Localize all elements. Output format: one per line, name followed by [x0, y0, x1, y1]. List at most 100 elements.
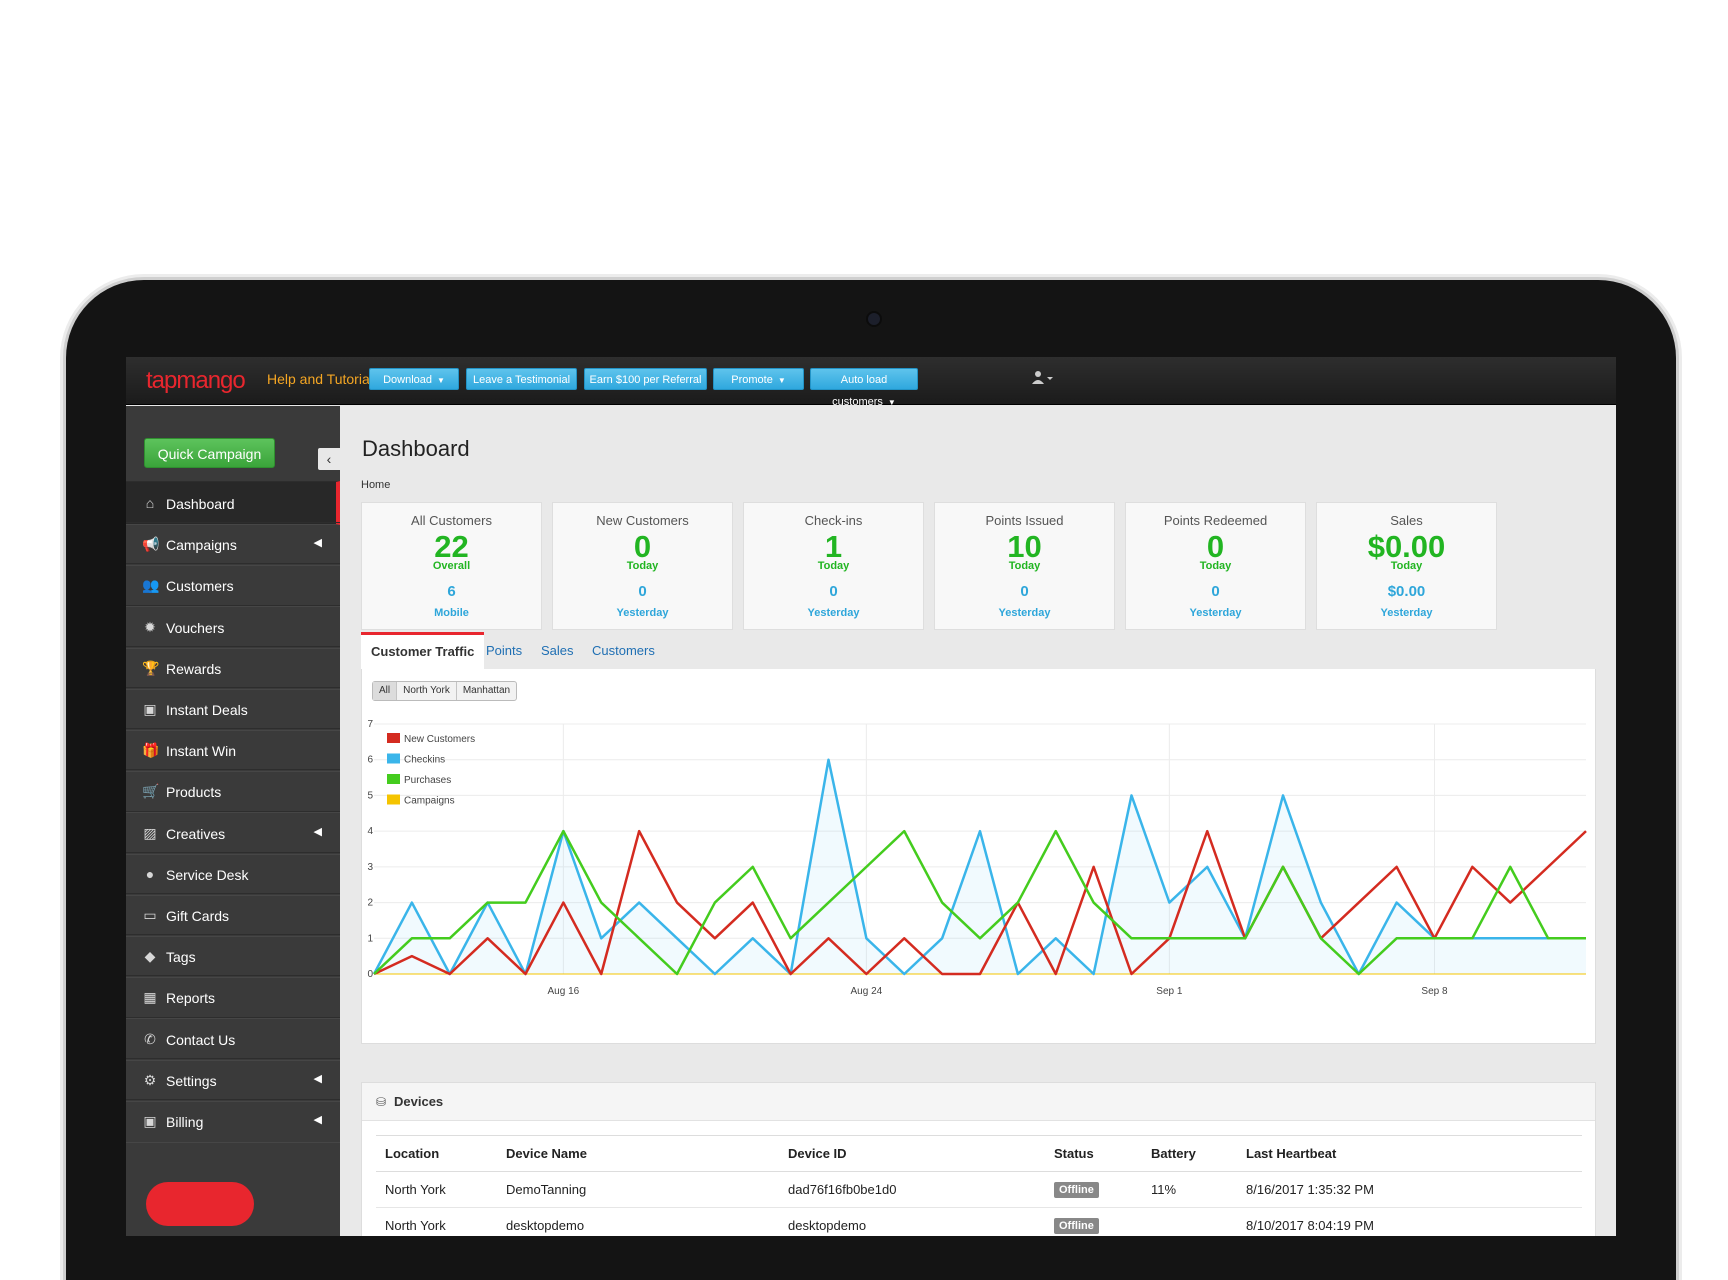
- sidebar-item-label: Creatives: [166, 825, 226, 842]
- column-header[interactable]: Last Heartbeat: [1237, 1135, 1582, 1172]
- promote-button[interactable]: Promote ▼: [713, 368, 804, 390]
- checkins-area: [374, 759, 1586, 974]
- hdd-icon: ⛁: [376, 1095, 387, 1109]
- gift-icon: 🎁: [142, 742, 160, 759]
- stat-title: Points Redeemed: [1163, 513, 1268, 528]
- customer-traffic-panel: All North York Manhattan 0 1 2 3 4 5 6 7 Aug 16 A…: [361, 669, 1596, 1044]
- auto-load-label: Auto load customers: [832, 374, 888, 408]
- sidebar-item-tags[interactable]: ◆ Tags: [126, 934, 340, 979]
- stat-title: Points Issued: [985, 513, 1064, 528]
- y-tick-label: 2: [367, 898, 373, 909]
- column-header[interactable]: Device Name: [497, 1135, 779, 1172]
- brand-logo[interactable]: tapmango: [146, 367, 246, 394]
- sidebar-item-products[interactable]: 🛒 Products: [126, 769, 340, 814]
- sidebar-item-vouchers[interactable]: ✹ Vouchers: [126, 604, 340, 649]
- stat-sub2: Yesterday: [998, 607, 1051, 619]
- sidebar-item-gift-cards[interactable]: ▭ Gift Cards: [126, 893, 340, 937]
- table-cell: Offline: [1045, 1207, 1142, 1236]
- legend-label: Campaigns: [404, 796, 455, 807]
- quick-campaign-button[interactable]: Quick Campaign: [144, 438, 275, 468]
- table-body: North York DemoTanning dad76f16fb0be1d0 Off…: [376, 1171, 1582, 1236]
- sidebar-item-rewards[interactable]: 🏆 Rewards: [126, 645, 340, 690]
- credit-card-icon: ▭: [143, 907, 157, 923]
- sidebar-item-billing[interactable]: ▣ Billing ◀: [126, 1099, 340, 1143]
- table-row[interactable]: North York DemoTanning dad76f16fb0be1d0 Off…: [376, 1171, 1582, 1208]
- tab-points[interactable]: Points: [486, 643, 523, 658]
- stat-sub: Overall: [432, 560, 471, 572]
- top-navbar: tapmango Help and Tutorials Download ▼ Le…: [126, 357, 1616, 408]
- bullhorn-icon: 📢: [142, 536, 160, 553]
- sidebar-item-service-desk[interactable]: ● Service Desk: [126, 851, 340, 896]
- sidebar-item-reports[interactable]: ▦ Reports: [126, 975, 340, 1020]
- column-header[interactable]: Device ID: [779, 1135, 1045, 1172]
- money-icon: ▣: [143, 701, 157, 717]
- filter-manhattan[interactable]: Manhattan: [462, 685, 511, 696]
- tab-sales[interactable]: Sales: [541, 643, 574, 658]
- sidebar-item-instant-win[interactable]: 🎁 Instant Win: [126, 728, 340, 773]
- table-cell: desktopdemo: [779, 1207, 1045, 1236]
- comment-icon: ●: [145, 865, 155, 882]
- column-header[interactable]: Battery: [1142, 1135, 1237, 1172]
- sidebar-item-contact-us[interactable]: ✆ Contact Us: [126, 1016, 340, 1061]
- y-tick-label: 5: [367, 790, 373, 801]
- referral-button-label: Earn $100 per Referral: [589, 374, 702, 386]
- sidebar-item-settings[interactable]: ⚙ Settings ◀: [126, 1057, 340, 1102]
- stat-title: All Customers: [411, 513, 492, 528]
- caret-down-icon: ▼: [887, 398, 896, 407]
- column-header[interactable]: Status: [1045, 1135, 1142, 1172]
- table-cell: DemoTanning: [497, 1171, 779, 1208]
- stat-value: 22: [434, 529, 469, 564]
- stat-sub: Today: [1199, 560, 1232, 572]
- column-header[interactable]: Location: [376, 1135, 497, 1172]
- table-cell: North York: [376, 1171, 497, 1208]
- download-button[interactable]: Download ▼: [369, 368, 459, 390]
- sidebar: Quick Campaign ‹ ⌂ Dashboard 📢 Campaigns ◀ 👥 C…: [126, 406, 340, 1236]
- sidebar-item-creatives[interactable]: ▨ Creatives ◀: [126, 810, 340, 855]
- cart-icon: 🛒: [142, 783, 160, 800]
- legend-swatch: [387, 794, 400, 805]
- stat-value: 0: [633, 529, 652, 564]
- sidebar-item-campaigns[interactable]: 📢 Campaigns ◀: [126, 522, 340, 567]
- sidebar-item-customers[interactable]: 👥 Customers: [126, 563, 340, 608]
- traffic-line-chart: 0 1 2 3 4 5 6 7 Aug 16 Aug 24 Sep 1 Sep 8 New Custom…: [367, 719, 1587, 997]
- filter-north-york[interactable]: North York: [397, 682, 457, 700]
- referral-button[interactable]: Earn $100 per Referral: [584, 368, 707, 390]
- new-button[interactable]: [146, 1182, 254, 1226]
- tab-customer-traffic[interactable]: Customer Traffic: [361, 632, 485, 669]
- help-tutorials-link[interactable]: Help and Tutorials: [267, 371, 380, 387]
- table-row[interactable]: North York desktopdemo desktopdemo Offline 8…: [376, 1207, 1582, 1236]
- sidebar-item-label: Reports: [166, 990, 216, 1007]
- tab-customers[interactable]: Customers: [592, 643, 655, 658]
- y-tick-label: 6: [367, 755, 373, 766]
- leave-testimonial-button[interactable]: Leave a Testimonial: [466, 368, 577, 390]
- stat-sub: Today: [1390, 560, 1423, 572]
- home-icon: ⌂: [145, 495, 155, 511]
- stat-value2: $0.00: [1387, 583, 1426, 600]
- badge-icon: ✹: [144, 618, 156, 635]
- y-tick-label: 4: [367, 826, 373, 837]
- legend-swatch: [387, 753, 400, 764]
- user-menu[interactable]: [1032, 370, 1054, 389]
- stat-sub2: Yesterday: [616, 607, 669, 619]
- collapse-sidebar-button[interactable]: ‹: [318, 448, 340, 470]
- sidebar-item-label: Contact Us: [166, 1031, 236, 1048]
- caret-down-icon: ▼: [437, 376, 445, 385]
- breadcrumb[interactable]: Home: [361, 479, 391, 491]
- y-tick-label: 3: [367, 862, 373, 873]
- x-tick-label: Aug 24: [851, 986, 883, 997]
- leave-testimonial-label: Leave a Testimonial: [472, 374, 571, 386]
- stat-sub: Today: [626, 560, 659, 572]
- main-content: Dashboard Home All Customers 22 Overall 6 Mo…: [340, 406, 1616, 1236]
- sidebar-item-dashboard[interactable]: ⌂ Dashboard: [126, 481, 340, 525]
- stat-title: Check-ins: [804, 513, 863, 528]
- stat-value: 0: [1206, 529, 1225, 564]
- stat-value: 10: [1007, 529, 1042, 564]
- stat-value2: 0: [829, 583, 838, 600]
- sidebar-item-instant-deals[interactable]: ▣ Instant Deals: [126, 687, 340, 731]
- auto-load-customers-button[interactable]: Auto load customers ▼: [810, 368, 918, 408]
- stat-value2: 0: [1020, 583, 1029, 600]
- sidebar-item-label: Tags: [166, 949, 196, 966]
- sidebar-item-label: Instant Deals: [166, 702, 248, 718]
- y-tick-label: 0: [367, 969, 373, 980]
- filter-all[interactable]: All: [373, 682, 398, 700]
